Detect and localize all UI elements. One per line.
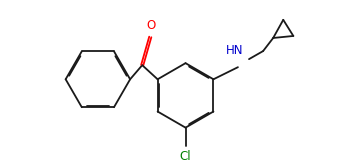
Text: Cl: Cl — [180, 150, 191, 163]
Text: HN: HN — [226, 44, 244, 57]
Text: O: O — [147, 19, 156, 32]
